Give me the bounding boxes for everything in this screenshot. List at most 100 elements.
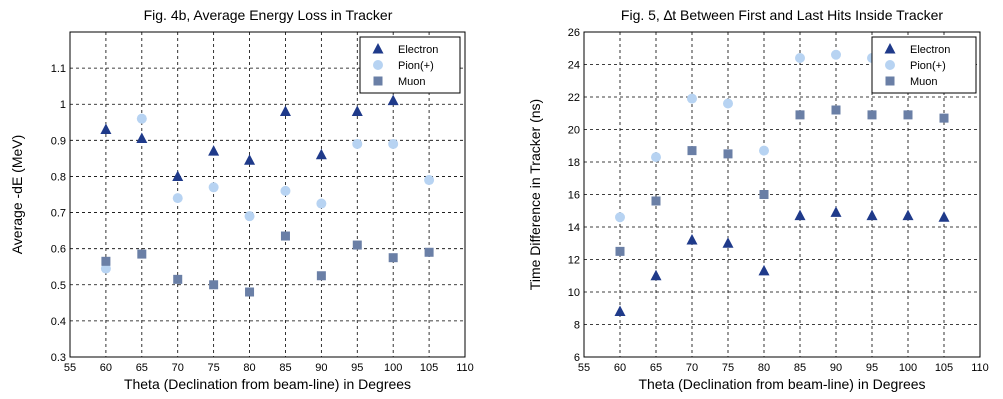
x-tick-label: 80 xyxy=(243,362,255,374)
data-point xyxy=(101,256,111,266)
data-point xyxy=(651,152,661,163)
x-tick-label: 110 xyxy=(971,362,989,374)
chart-title: Fig. 4b, Average Energy Loss in Tracker xyxy=(144,7,393,23)
y-tick-label: 10 xyxy=(568,287,580,299)
x-tick-label: 70 xyxy=(686,362,698,374)
legend-label: Pion(+) xyxy=(910,60,946,72)
y-tick-label: 6 xyxy=(574,352,580,364)
x-tick-label: 95 xyxy=(351,362,363,374)
y-axis-label: Average -dE (MeV) xyxy=(9,135,25,255)
legend-marker xyxy=(373,60,383,70)
data-point xyxy=(244,211,255,222)
data-point xyxy=(424,175,435,186)
data-point xyxy=(388,138,399,149)
chart-2: Fig. 5, ∆t Between First and Last Hits I… xyxy=(527,7,989,392)
x-tick-label: 105 xyxy=(935,362,953,374)
series-muon xyxy=(615,105,949,256)
y-tick-label: 14 xyxy=(568,222,580,234)
data-point xyxy=(352,138,363,149)
series-electron xyxy=(614,206,950,316)
data-point xyxy=(244,154,256,165)
data-point xyxy=(280,231,290,241)
data-point xyxy=(831,49,841,60)
x-tick-label: 70 xyxy=(172,362,184,374)
data-point xyxy=(279,105,291,116)
legend: Electron Pion(+) Muon xyxy=(871,36,977,94)
data-point xyxy=(686,234,698,245)
x-axis-label: Theta (Declination from beam-line) in De… xyxy=(124,376,411,392)
data-point xyxy=(387,94,399,106)
data-point xyxy=(758,264,770,276)
legend-label: Muon xyxy=(398,76,426,88)
x-tick-label: 80 xyxy=(758,362,770,374)
legend-label: Electron xyxy=(910,44,950,56)
data-point xyxy=(172,193,183,204)
data-point xyxy=(687,146,697,156)
data-point xyxy=(722,237,734,248)
legend: Electron Pion(+) Muon xyxy=(359,36,461,94)
y-tick-label: 22 xyxy=(568,92,580,104)
data-point xyxy=(723,149,733,159)
x-tick-label: 75 xyxy=(722,362,734,374)
data-point xyxy=(316,198,327,209)
data-point xyxy=(795,53,805,63)
x-tick-label: 60 xyxy=(100,362,112,374)
x-axis-label: Theta (Declination from beam-line) in De… xyxy=(638,376,925,392)
data-point xyxy=(209,280,219,290)
y-tick-label: 18 xyxy=(568,157,580,169)
x-tick-label: 55 xyxy=(578,362,590,374)
data-point xyxy=(136,113,147,124)
data-point xyxy=(759,145,769,156)
data-point xyxy=(794,209,806,221)
y-tick-label: 0.4 xyxy=(51,316,66,328)
series-pion xyxy=(100,113,435,274)
data-point xyxy=(938,211,950,222)
data-point xyxy=(137,249,147,259)
data-point xyxy=(759,190,769,199)
data-point xyxy=(903,110,913,120)
data-point xyxy=(100,123,112,134)
data-point xyxy=(315,148,327,160)
legend-marker xyxy=(885,60,895,70)
y-tick-label: 8 xyxy=(574,320,580,332)
legend-marker xyxy=(373,76,383,86)
data-point xyxy=(615,246,625,256)
series-pion xyxy=(615,49,877,223)
data-point xyxy=(831,105,841,115)
data-point xyxy=(615,212,625,223)
data-point xyxy=(651,196,661,206)
x-tick-label: 105 xyxy=(420,362,438,374)
plot-frame xyxy=(69,31,466,358)
x-tick-label: 85 xyxy=(279,362,291,374)
chart-1: Fig. 4b, Average Energy Loss in Tracker 5… xyxy=(9,7,474,392)
data-point xyxy=(795,110,805,120)
y-tick-label: 0.9 xyxy=(51,135,66,147)
y-tick-label: 0.7 xyxy=(51,208,66,220)
plot-frame xyxy=(583,31,981,358)
data-point xyxy=(136,132,148,144)
x-tick-label: 75 xyxy=(208,362,220,374)
x-tick-label: 100 xyxy=(384,362,402,374)
y-axis-label: Time Difference in Tracker (ns) xyxy=(527,99,543,290)
legend-label: Pion(+) xyxy=(398,60,434,72)
x-tick-label: 55 xyxy=(64,362,76,374)
data-point xyxy=(830,206,842,217)
legend-label: Electron xyxy=(398,44,438,56)
data-point xyxy=(352,240,362,250)
y-tick-label: 26 xyxy=(568,27,580,39)
y-tick-label: 20 xyxy=(568,125,580,137)
y-tick-label: 16 xyxy=(568,190,580,202)
data-point xyxy=(245,287,255,297)
legend-marker xyxy=(372,43,384,54)
y-tick-label: 0.8 xyxy=(51,171,66,183)
series-muon xyxy=(101,231,434,297)
data-point xyxy=(424,247,434,257)
data-point xyxy=(723,98,733,109)
y-tick-label: 1 xyxy=(60,99,66,111)
x-tick-label: 65 xyxy=(136,362,148,374)
data-point xyxy=(173,274,183,284)
x-tick-label: 90 xyxy=(315,362,327,374)
y-tick-label: 0.6 xyxy=(51,244,66,256)
data-point xyxy=(902,209,914,221)
data-point xyxy=(866,209,878,221)
